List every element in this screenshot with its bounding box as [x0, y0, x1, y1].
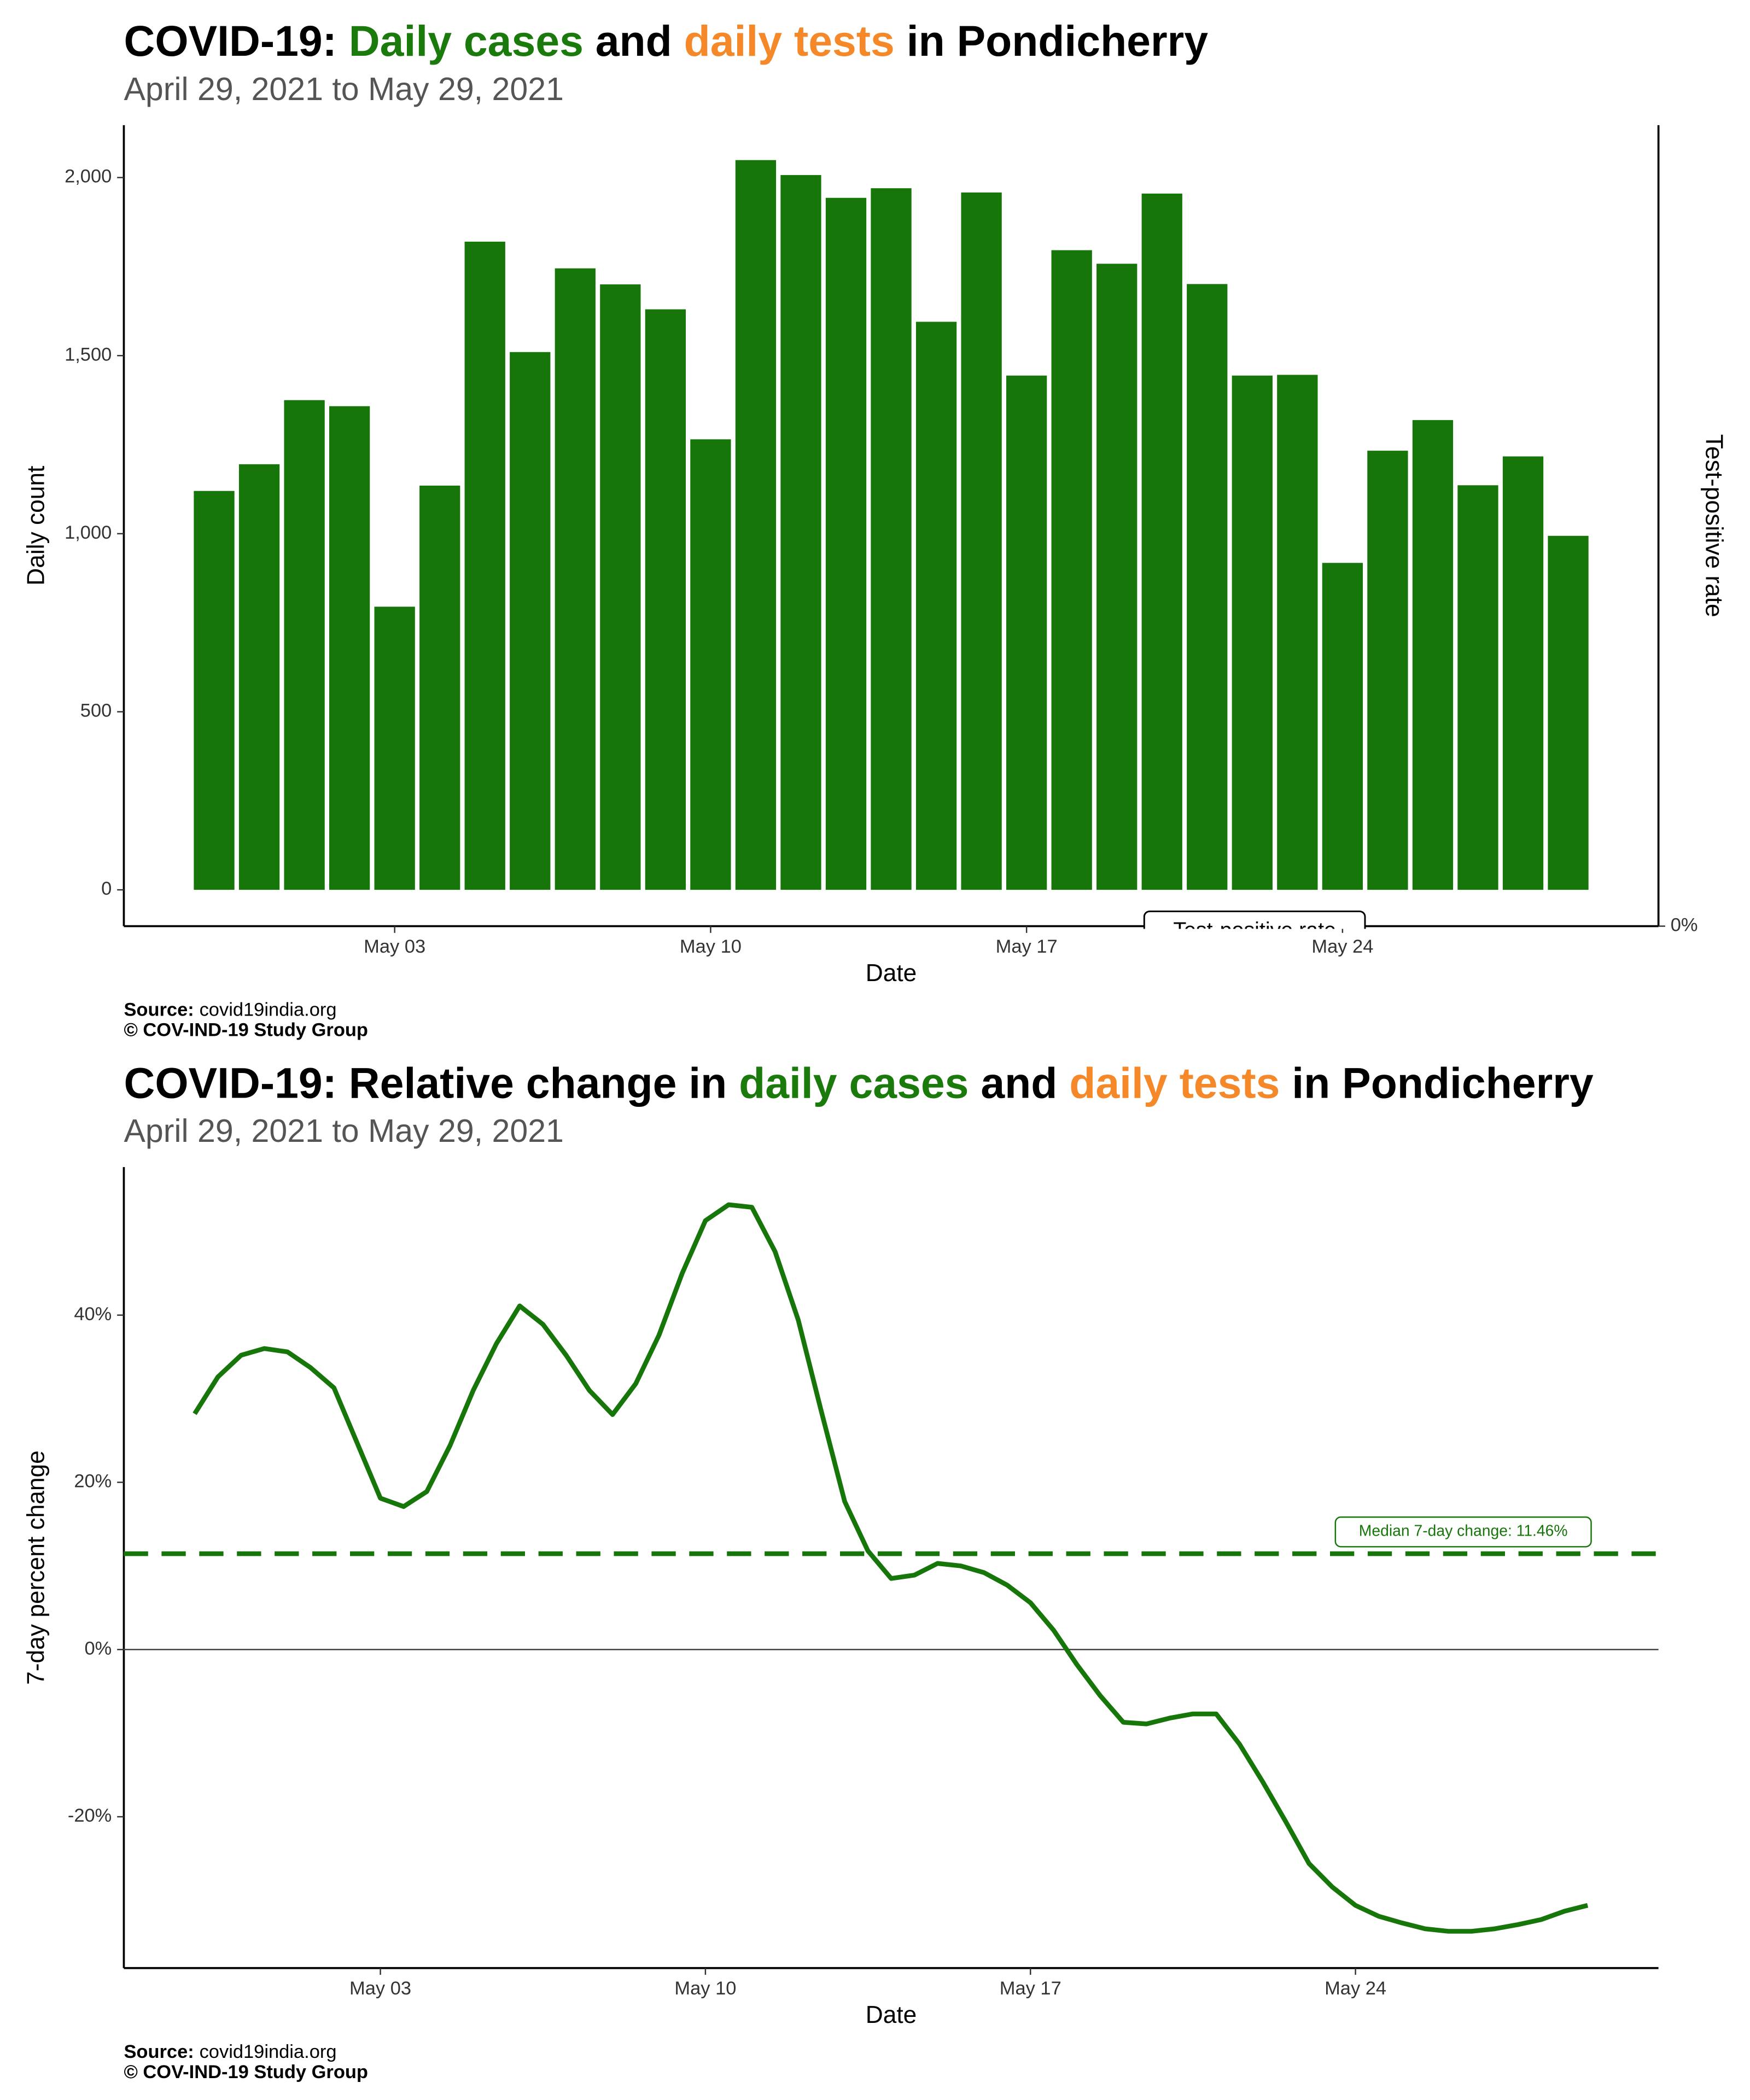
bar [464, 241, 505, 890]
x-tick-label: May 03 [349, 1978, 411, 1999]
bar [329, 406, 370, 890]
bar [1502, 456, 1544, 890]
bar [780, 175, 821, 890]
bar [1457, 485, 1498, 890]
bar [690, 439, 731, 890]
bar [915, 322, 957, 890]
bar [645, 309, 686, 890]
y-tick-label: 500 [80, 701, 112, 721]
x-tick-label: May 10 [674, 1978, 736, 1999]
bar [555, 268, 596, 890]
bar [1096, 264, 1138, 890]
title-part: daily tests [1069, 1059, 1280, 1107]
y-tick-label: 20% [74, 1471, 112, 1492]
bar [419, 485, 460, 890]
title-part: in Pondicherry [895, 17, 1208, 65]
title-part: in Pondicherry [1280, 1059, 1593, 1107]
bar [1141, 193, 1182, 890]
bar [1412, 420, 1454, 890]
bar [510, 352, 551, 890]
bar [1367, 451, 1408, 890]
x-tick-label: May 24 [1325, 1978, 1386, 1999]
y-axis-label: Daily count [23, 466, 50, 586]
annotation-group: Test-positive rate [1143, 910, 1366, 942]
bar [1548, 535, 1589, 890]
source-text: covid19india.org [200, 2041, 337, 2062]
annotation-box [1143, 910, 1366, 929]
source: Source: covid19india.org [124, 1000, 336, 1020]
y-tick-label: 2,000 [65, 166, 112, 187]
x-axis-label: Date [866, 2002, 917, 2028]
y-tick-label: 1,000 [65, 522, 112, 543]
bar [1232, 375, 1273, 890]
bar [600, 284, 641, 890]
title-part: and [969, 1059, 1069, 1107]
x-tick-label: May 17 [1000, 1978, 1061, 1999]
median-label: Median 7-day change: 11.46% [1359, 1522, 1568, 1539]
bar [194, 491, 235, 890]
bar [961, 192, 1002, 890]
source-label: Source: [124, 2041, 194, 2062]
y-tick-label: 0 [101, 878, 112, 899]
bar [1322, 563, 1363, 890]
y-tick-label: 40% [74, 1304, 112, 1325]
chart-title: COVID-19: Relative change in daily cases… [124, 1059, 1593, 1107]
bar [1051, 250, 1092, 890]
title-part: COVID-19: Relative change in [124, 1059, 739, 1107]
bar [374, 606, 415, 890]
bar [871, 188, 912, 890]
bar [735, 160, 777, 890]
source-text: covid19india.org [200, 1000, 337, 1020]
title-part: Daily cases [349, 17, 584, 65]
bar [1187, 284, 1228, 890]
bar [1277, 375, 1318, 890]
y-tick-label: 0% [85, 1638, 112, 1659]
bar [238, 464, 280, 890]
x-tick-label: May 10 [680, 936, 742, 957]
title-part: COVID-19: [124, 17, 348, 65]
x-tick-label: May 03 [364, 936, 425, 957]
bar [1006, 375, 1047, 890]
y-axis-label: 7-day percent change [23, 1450, 50, 1685]
annotation: Test-positive rate [1173, 918, 1336, 942]
y-tick-label: -20% [68, 1805, 112, 1826]
chart-subtitle: April 29, 2021 to May 29, 2021 [124, 71, 563, 107]
chart-subtitle: April 29, 2021 to May 29, 2021 [124, 1113, 563, 1149]
y2-tick-label: 0% [1671, 915, 1698, 936]
y2-axis-label: Test-positive rate [1700, 434, 1727, 617]
x-axis-label: Date [866, 960, 917, 987]
chart-title: COVID-19: Daily cases and daily tests in… [124, 17, 1208, 65]
bar [825, 197, 867, 890]
source: Source: covid19india.org [124, 2041, 336, 2062]
x-tick-label: May 17 [996, 936, 1058, 957]
credit: © COV-IND-19 Study Group [124, 1020, 368, 1041]
bar [284, 400, 325, 890]
y-tick-label: 1,500 [65, 344, 112, 365]
title-part: and [584, 17, 684, 65]
median-label-box [1334, 1516, 1592, 1548]
credit: © COV-IND-19 Study Group [124, 2062, 368, 2082]
line [192, 1202, 1589, 1934]
x-tick-label: May 24 [1311, 936, 1373, 957]
source-label: Source: [124, 1000, 194, 1020]
title-part: daily cases [739, 1059, 969, 1107]
title-part: daily tests [684, 17, 895, 65]
